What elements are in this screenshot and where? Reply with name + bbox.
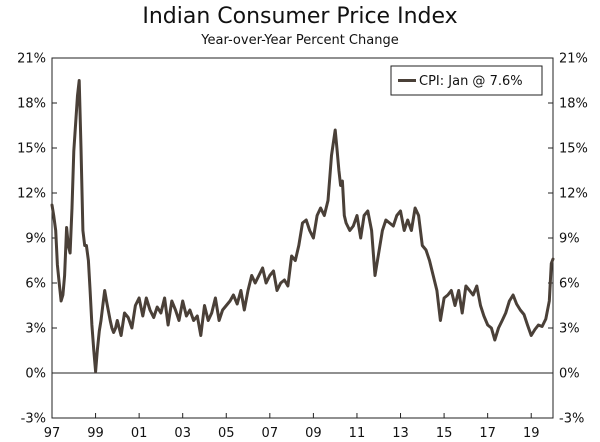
x-tick-label: 15 [436,426,453,441]
legend: CPI: Jan @ 7.6% [390,65,543,96]
y-tick-label-right: 0% [559,367,580,382]
x-tick-label: 97 [44,426,61,441]
y-tick-label-right: 18% [559,97,588,112]
chart-subtitle: Year-over-Year Percent Change [201,33,399,48]
y-tick-label-right: 3% [559,322,580,337]
plot-frame [51,57,554,419]
x-tick-label: 17 [479,426,496,441]
legend-label: CPI: Jan @ 7.6% [419,74,523,89]
chart-title: Indian Consumer Price Index [142,4,458,29]
y-tick-label-right: 12% [559,187,588,202]
y-tick-label-left: 18% [17,97,46,112]
y-tick-label-right: -3% [559,412,584,427]
y-axis: -3% -3% 0% 0% 3% 3% 6% 6% 9% 9% 12% 12% 15% 15% 18% 18%… [17,52,588,427]
x-tick-label: 07 [262,426,279,441]
x-tick-label: 99 [87,426,104,441]
y-tick-label-left: 3% [25,322,46,337]
y-tick-label-left: 6% [25,277,46,292]
y-tick-label-left: 15% [17,142,46,157]
y-tick-label-right: 9% [559,232,580,247]
y-tick-label-left: 0% [25,367,46,382]
y-tick-label-left: 12% [17,187,46,202]
y-tick-label-left: 9% [25,232,46,247]
x-tick-label: 09 [305,426,322,441]
y-tick-label-right: 6% [559,277,580,292]
x-tick-label: 03 [174,426,191,441]
y-tick-label-right: 15% [559,142,588,157]
x-tick-label: 11 [349,426,366,441]
x-tick-label: 01 [131,426,148,441]
cpi-series-line [50,79,555,373]
y-tick-label-right: 21% [559,52,588,67]
y-tick-label-left: 21% [17,52,46,67]
x-tick-label: 19 [523,426,540,441]
y-tick-label-left: -3% [21,412,46,427]
x-tick-label: 13 [392,426,409,441]
legend-box [390,65,543,96]
x-axis: 97 99 01 03 05 07 09 11 13 15 17 19 [44,413,540,441]
x-tick-label: 05 [218,426,235,441]
